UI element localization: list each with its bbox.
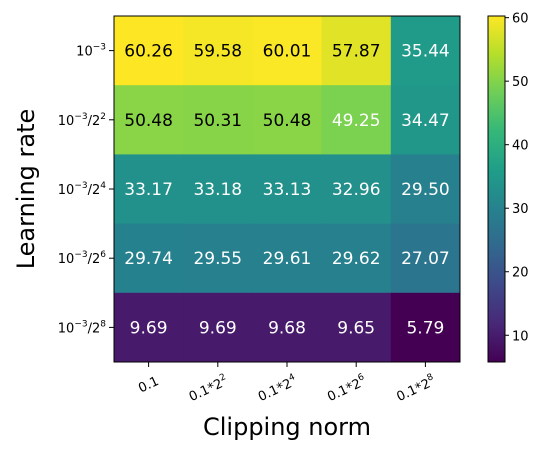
heatmap-cell-value: 9.69 [199,318,237,338]
heatmap-cells [114,16,461,363]
heatmap-cell-value: 50.48 [263,111,312,131]
heatmap-cell [114,85,184,155]
heatmap-cell [252,154,323,225]
heatmap-cell [321,16,392,86]
heatmap-cell [114,292,184,363]
colorbar-tick-label: 40 [512,139,529,154]
heatmap-cell-value: 29.62 [332,249,381,269]
x-axis-title: Clipping norm [203,413,371,441]
heatmap-cell-value: 33.18 [193,180,242,200]
heatmap-cell-value: 33.17 [124,180,173,200]
heatmap-cell [252,16,323,86]
y-tick-label: 10−3/22 [58,112,106,129]
y-tick-label: 10−3/26 [58,250,106,267]
colorbar-tick-label: 30 [512,202,529,217]
heatmap-cell-value: 49.25 [332,111,381,131]
heatmap-cell-value: 5.79 [406,318,444,338]
x-axis-ticks: 0.1 0.1*22 0.1*24 0.1*26 0.1*28 [136,362,439,405]
heatmap-cell [390,292,461,363]
heatmap-cell [183,85,253,155]
x-tick-label: 0.1*22 [186,372,231,405]
heatmap-cell [321,223,392,294]
heatmap-cell [390,85,461,155]
colorbar-tick-label: 60 [512,12,529,27]
heatmap-cell [321,292,392,363]
heatmap-cell-value: 32.96 [332,180,381,200]
heatmap-cell-value: 57.87 [332,42,381,62]
heatmap-cell-value: 33.13 [263,180,312,200]
colorbar-tick-label: 10 [512,329,529,344]
heatmap-cell [114,16,184,86]
heatmap-cell [183,16,253,86]
heatmap-cell [321,85,392,155]
x-tick-label: 0.1*26 [324,372,369,405]
heatmap-cell-value: 9.65 [337,318,375,338]
colorbar-ticks: 10 20 30 40 50 60 [505,12,529,344]
heatmap-cell [114,223,184,294]
heatmap-cell [183,292,253,363]
heatmap-cell [252,85,323,155]
heatmap-cell-value: 34.47 [401,111,450,131]
heatmap-cell-value: 60.26 [124,42,173,62]
heatmap-cell [114,154,184,225]
heatmap-cell-value: 9.68 [268,318,306,338]
y-tick-label: 10−3/28 [58,319,106,336]
heatmap-cell-value: 29.55 [193,249,242,269]
heatmap-cell [183,154,253,225]
heatmap-cell [252,292,323,363]
heatmap-cell-value: 50.48 [124,111,173,131]
x-tick-label: 0.1 [136,374,161,396]
heatmap-cell-value: 9.69 [130,318,168,338]
heatmap-cell-value: 29.50 [401,180,450,200]
heatmap-cell [321,154,392,225]
heatmap-cell [183,223,253,294]
heatmap-cell-value: 29.61 [263,249,312,269]
heatmap-cell-value: 50.31 [193,111,242,131]
y-tick-label: 10−3/24 [58,181,106,198]
colorbar [487,15,506,363]
heatmap-cell-value: 29.74 [124,249,173,269]
heatmap-cell [390,154,461,225]
colorbar-tick-label: 20 [512,266,529,281]
x-tick-label: 0.1*28 [394,372,439,405]
heatmap-cell-value: 59.58 [193,42,242,62]
heatmap-cell [390,223,461,294]
y-tick-label: 10−3 [76,43,106,60]
y-axis-title: Learning rate [12,109,40,270]
colorbar-tick-label: 50 [512,75,529,90]
heatmap-cell [252,223,323,294]
heatmap-cell-value: 27.07 [401,249,450,269]
heatmap-cell-value: 60.01 [263,42,312,62]
x-tick-label: 0.1*24 [255,372,300,405]
heatmap-cell-labels: 60.26 59.58 60.01 57.87 35.44 50.48 50.31 50.48… [124,42,449,339]
heatmap-cell-value: 35.44 [401,42,450,62]
heatmap-cell [390,16,461,86]
y-axis-ticks: 10−3 10−3/22 10−3/24 10−3/26 10−3/28 [58,43,114,336]
